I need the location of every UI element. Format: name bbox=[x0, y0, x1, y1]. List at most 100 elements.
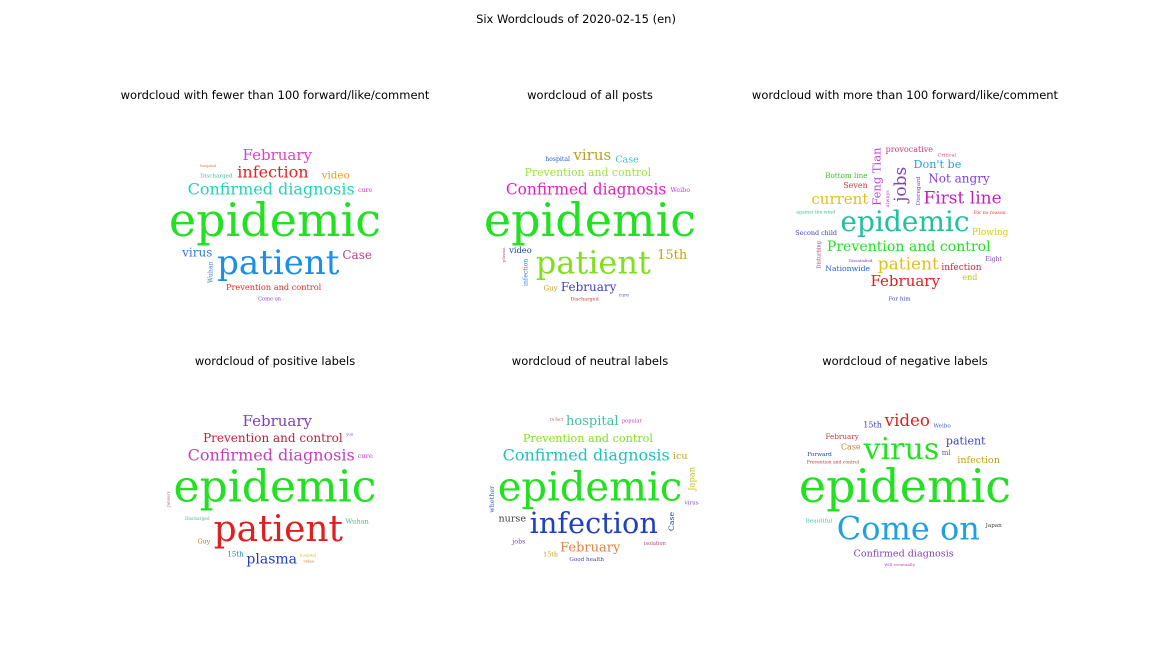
word-critical: Critical bbox=[938, 152, 957, 158]
wordcloud-panel-positive: wordcloud of positive labels epidemic pat… bbox=[110, 354, 440, 594]
word-prevention-and-control: Prevention and control bbox=[525, 166, 652, 179]
word-video: video bbox=[302, 559, 314, 564]
wordcloud-canvas: epidemic patient Confirmed diagnosis Preven… bbox=[110, 372, 440, 594]
word-don-t-be: Don't be bbox=[914, 158, 962, 171]
word-virus: virus bbox=[572, 146, 611, 164]
word-discharged: Discharged bbox=[185, 517, 210, 522]
word-hospital: hospital bbox=[545, 156, 570, 163]
word-beautiful: Beautiful bbox=[806, 518, 833, 524]
word-second-child: Second child bbox=[795, 229, 837, 237]
figure-title: Six Wordclouds of 2020-02-15 (en) bbox=[476, 12, 676, 26]
word-hospital: hospital bbox=[200, 163, 217, 168]
word-prevention-and-control: Prevention and control bbox=[226, 282, 322, 292]
word-confirmed-diagnosis: Confirmed diagnosis bbox=[506, 181, 667, 199]
word-february: February bbox=[560, 541, 621, 556]
wordcloud-canvas: epidemic infection Confirmed diagnosis Prev… bbox=[425, 372, 755, 594]
word-case: Case bbox=[667, 512, 676, 531]
word-first-line: First line bbox=[923, 188, 1001, 208]
word-epidemic: epidemic bbox=[840, 205, 969, 238]
word-disturbing: Disturbing bbox=[816, 240, 822, 268]
word-weibo: Weibo bbox=[670, 186, 690, 194]
word-provocative: provocative bbox=[886, 145, 934, 154]
word-forward: Forward bbox=[807, 452, 832, 458]
word-case: Case bbox=[841, 442, 861, 451]
word-you: you bbox=[345, 432, 354, 437]
word-wuhan: Wuhan bbox=[207, 262, 214, 284]
word-hospital: hospital bbox=[566, 414, 618, 429]
word-plasma: plasma bbox=[246, 551, 297, 567]
word-come-on: Come on bbox=[837, 510, 980, 548]
word-discharged: Discharged bbox=[570, 296, 598, 302]
word-epidemic: epidemic bbox=[174, 462, 377, 513]
word-plowing: Plowing bbox=[972, 228, 1009, 238]
word-nurse: nurse bbox=[498, 514, 526, 525]
word-confirmed-diagnosis: Confirmed diagnosis bbox=[188, 180, 355, 199]
word-15th: 15th bbox=[227, 550, 244, 559]
word-video: video bbox=[508, 245, 532, 255]
word-confirmed-diagnosis: Confirmed diagnosis bbox=[854, 548, 954, 559]
word-infection: infection bbox=[237, 162, 308, 181]
word-confirmed-diagnosis: Confirmed diagnosis bbox=[503, 446, 670, 465]
word-infection: infection bbox=[522, 259, 529, 286]
word-virus: virus bbox=[863, 432, 940, 467]
word-isolation: isolation bbox=[644, 541, 667, 547]
word-for-him: For him bbox=[888, 297, 911, 303]
panel-title: wordcloud of all posts bbox=[527, 88, 653, 102]
word-prevention-and-control: Prevention and control bbox=[203, 431, 343, 445]
word-prevention-and-control: Prevention and control bbox=[827, 239, 991, 255]
word-cure: cure bbox=[619, 294, 630, 299]
word-case: Case bbox=[342, 248, 372, 262]
wordcloud-panel-negative: wordcloud of negative labels epidemic Com… bbox=[740, 354, 1070, 594]
word-february: February bbox=[870, 272, 940, 290]
word-guy: Guy bbox=[544, 285, 558, 293]
word-epidemic: epidemic bbox=[484, 193, 696, 247]
word-hospital: hospital bbox=[300, 553, 317, 558]
word-ml: ml bbox=[942, 449, 952, 457]
word-infection: infection bbox=[530, 506, 658, 540]
word-february: February bbox=[561, 280, 617, 294]
word-in-fact: In fact bbox=[550, 417, 564, 422]
word-disregard: Disregard bbox=[916, 176, 922, 205]
panel-title: wordcloud of negative labels bbox=[822, 354, 988, 368]
wordcloud-canvas: epidemic Prevention and control Feng Tian j… bbox=[740, 106, 1070, 328]
word-weibo: Weibo bbox=[933, 423, 951, 429]
word-15th: 15th bbox=[863, 421, 882, 430]
word-patient: patient bbox=[217, 243, 340, 283]
wordcloud-canvas: epidemic patient Confirmed diagnosis Preven… bbox=[425, 106, 755, 328]
word-video: video bbox=[884, 411, 930, 430]
word-jobs: jobs bbox=[511, 538, 525, 546]
word-confirmed-diagnosis: Confirmed diagnosis bbox=[188, 446, 355, 465]
word-japan: Japan bbox=[985, 523, 1002, 529]
word-patient: patient bbox=[878, 254, 939, 274]
wordcloud-panel-more-than-100: wordcloud with more than 100 forward/lik… bbox=[740, 88, 1070, 328]
word-case: Case bbox=[615, 155, 639, 166]
word-infection: infection bbox=[957, 455, 1000, 466]
word-come-on: Come on bbox=[258, 297, 282, 303]
word-infection: infection bbox=[941, 263, 981, 273]
word-seven: Seven bbox=[843, 181, 868, 190]
word-not-angry: Not angry bbox=[928, 172, 990, 186]
panel-title: wordcloud of positive labels bbox=[194, 354, 356, 368]
word-wuhan: Wuhan bbox=[345, 517, 369, 525]
word-eight: Eight bbox=[985, 256, 1002, 263]
panel-title: wordcloud of neutral labels bbox=[511, 354, 669, 368]
word-prevention-and-control: Prevention and control bbox=[807, 459, 860, 465]
word-guy: Guy bbox=[197, 538, 210, 546]
word-15th: 15th bbox=[543, 550, 558, 558]
word-whether: whether bbox=[488, 485, 496, 513]
word-always: always bbox=[885, 190, 891, 208]
word-february: February bbox=[243, 146, 313, 164]
word-patient: patient bbox=[536, 244, 651, 282]
word-virus: virus bbox=[181, 245, 212, 259]
word-cure: cure bbox=[358, 186, 373, 194]
word-february: February bbox=[243, 412, 313, 430]
word-will-eventually: Will eventually bbox=[884, 562, 915, 567]
word-15th: 15th bbox=[657, 248, 688, 263]
word-patient: patient bbox=[946, 435, 986, 448]
